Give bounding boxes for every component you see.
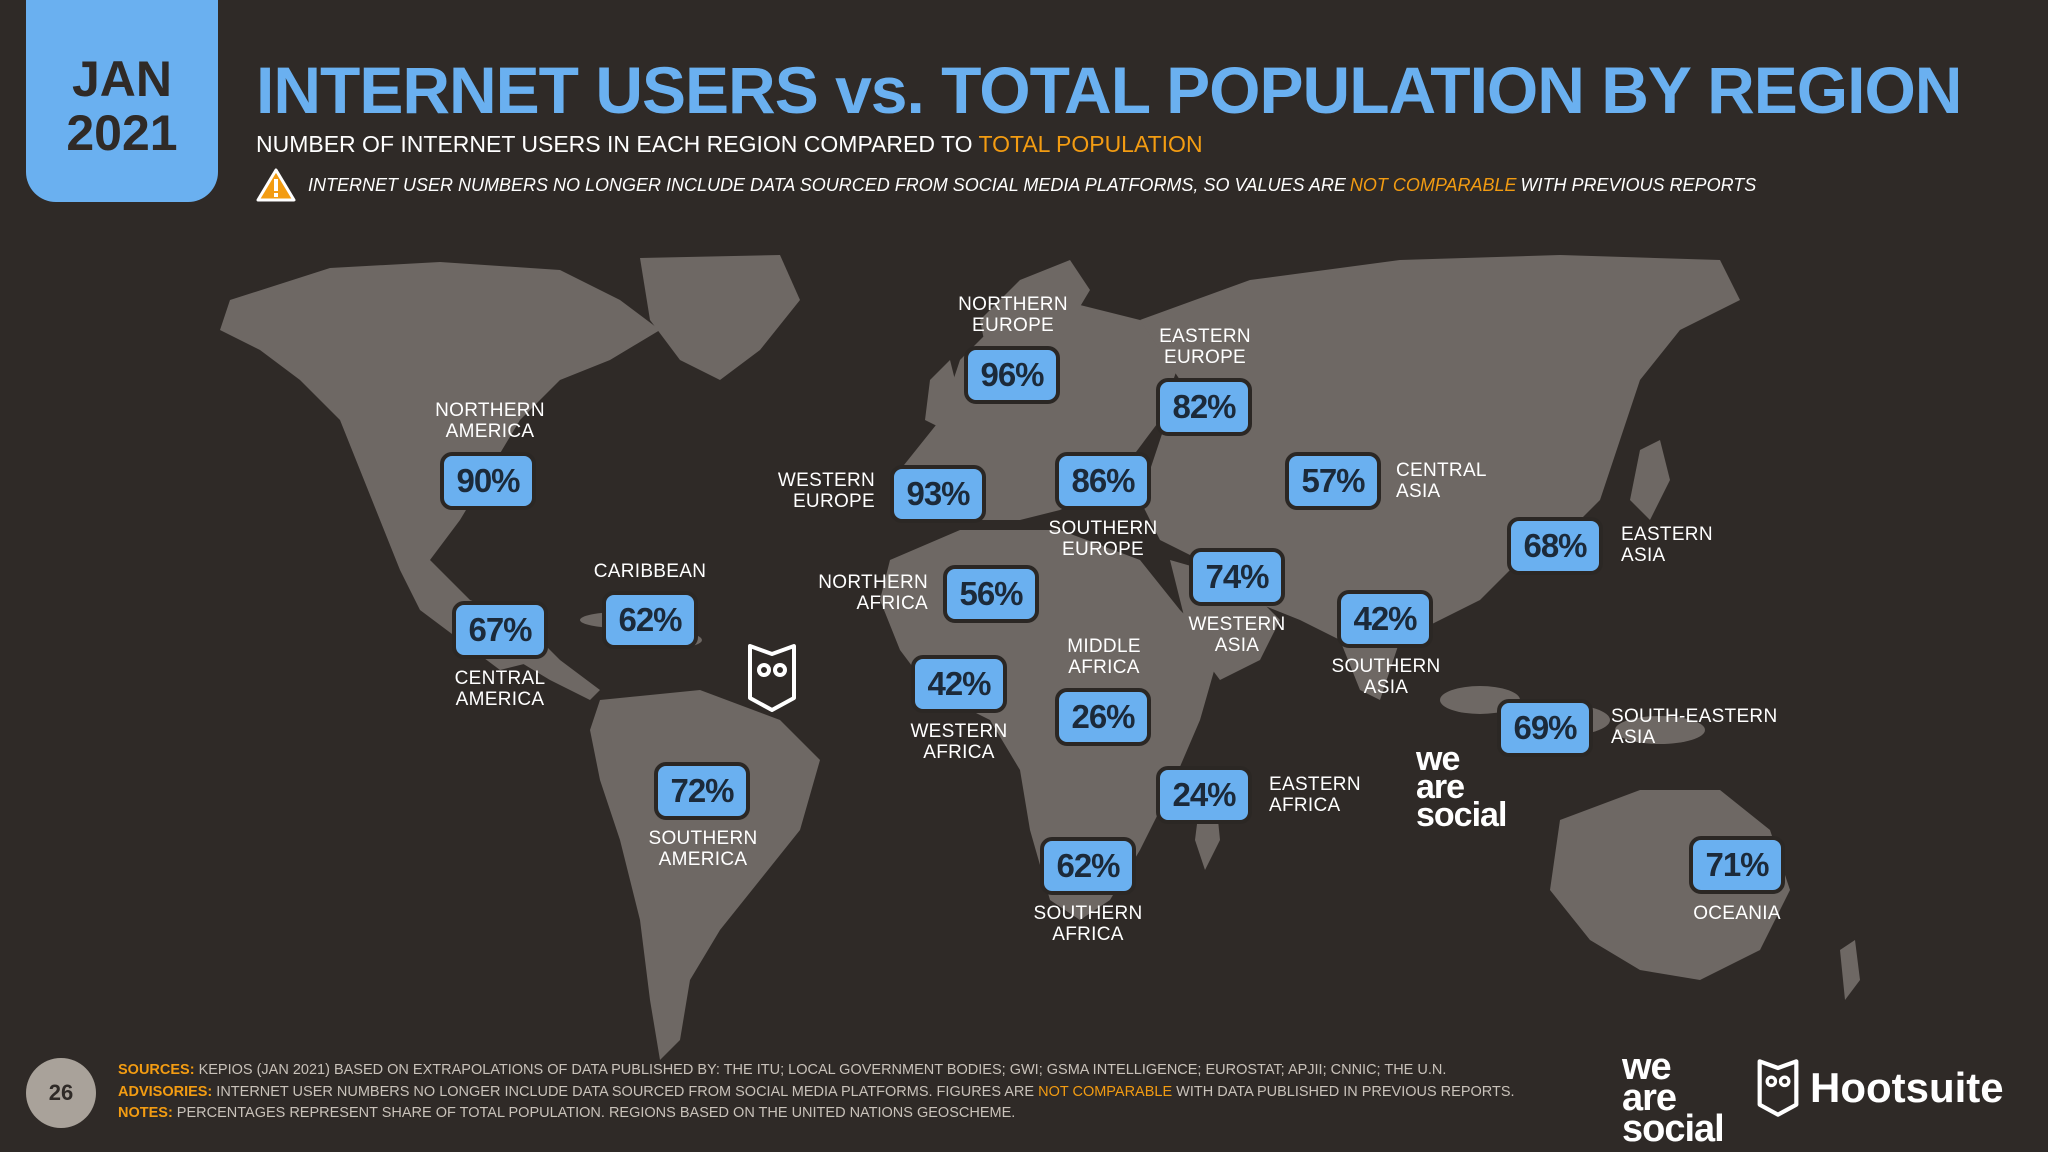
warning-icon [256, 168, 296, 202]
we-are-social-map-logo: we are social [1416, 740, 1507, 834]
owl-logo-icon [748, 644, 796, 712]
label-southern-africa: SOUTHERN AFRICA [1033, 903, 1143, 945]
value-oceania: 71% [1689, 836, 1785, 894]
landmass-japan [1630, 440, 1670, 520]
footer-notes: SOURCES: KEPIOS (JAN 2021) BASED ON EXTR… [118, 1062, 1515, 1121]
value-western-africa: 42% [911, 655, 1007, 713]
label-eastern-africa: EASTERN AFRICA [1269, 774, 1361, 816]
label-central-asia: CENTRAL ASIA [1396, 460, 1487, 502]
label-western-europe: WESTERN EUROPE [777, 470, 875, 512]
landmass-africa [880, 530, 1220, 920]
value-eastern-africa: 24% [1156, 766, 1252, 824]
value-southern-asia: 42% [1337, 590, 1433, 648]
value-caribbean: 62% [602, 591, 698, 649]
warning-note: INTERNET USER NUMBERS NO LONGER INCLUDE … [256, 168, 1756, 202]
value-central-asia: 57% [1285, 452, 1381, 510]
landmass-greenland [640, 255, 800, 380]
label-middle-africa: MIDDLE AFRICA [1067, 636, 1141, 678]
label-eastern-europe: EASTERN EUROPE [1159, 326, 1251, 368]
label-southern-europe: SOUTHERN EUROPE [1048, 518, 1158, 560]
label-western-africa: WESTERN AFRICA [910, 721, 1008, 763]
date-badge: JAN 2021 [26, 0, 218, 202]
landmass-uk [925, 360, 960, 430]
page-subtitle: NUMBER OF INTERNET USERS IN EACH REGION … [256, 131, 1203, 157]
label-central-america: CENTRAL AMERICA [454, 668, 546, 710]
hootsuite-logo: Hootsuite [1756, 1058, 2004, 1118]
label-northern-africa: NORTHERN AFRICA [818, 572, 928, 614]
label-western-asia: WESTERN ASIA [1188, 614, 1286, 656]
value-western-asia: 74% [1189, 548, 1285, 606]
value-northern-africa: 56% [943, 565, 1039, 623]
page-number: 26 [26, 1058, 96, 1128]
label-oceania: OCEANIA [1693, 903, 1781, 924]
value-eastern-asia: 68% [1507, 517, 1603, 575]
value-south-eastern-asia: 69% [1497, 699, 1593, 757]
date-month: JAN [71, 51, 173, 107]
value-northern-europe: 96% [964, 346, 1060, 404]
label-south-eastern-asia: SOUTH-EASTERN ASIA [1611, 706, 1778, 748]
date-year: 2021 [66, 105, 178, 161]
page-title: INTERNET USERS vs. TOTAL POPULATION BY R… [256, 53, 1962, 127]
landmass-south-america [590, 690, 820, 1060]
value-central-america: 67% [452, 601, 548, 659]
owl-icon [1757, 1059, 1799, 1117]
label-southern-america: SOUTHERN AMERICA [648, 828, 758, 870]
value-western-europe: 93% [890, 465, 986, 523]
value-northern-america: 90% [440, 452, 536, 510]
we-are-social-footer-logo: we are social [1622, 1046, 1725, 1151]
label-caribbean: CARIBBEAN [593, 561, 707, 582]
label-eastern-asia: EASTERN ASIA [1621, 524, 1713, 566]
value-middle-africa: 26% [1055, 688, 1151, 746]
value-eastern-europe: 82% [1156, 378, 1252, 436]
landmass-new-zealand [1840, 940, 1860, 1000]
value-southern-america: 72% [654, 762, 750, 820]
label-northern-europe: NORTHERN EUROPE [958, 294, 1068, 336]
landmass-asia [1140, 255, 1740, 700]
value-southern-africa: 62% [1040, 837, 1136, 895]
value-southern-europe: 86% [1055, 452, 1151, 510]
label-southern-asia: SOUTHERN ASIA [1331, 656, 1441, 698]
label-northern-america: NORTHERN AMERICA [435, 400, 545, 442]
